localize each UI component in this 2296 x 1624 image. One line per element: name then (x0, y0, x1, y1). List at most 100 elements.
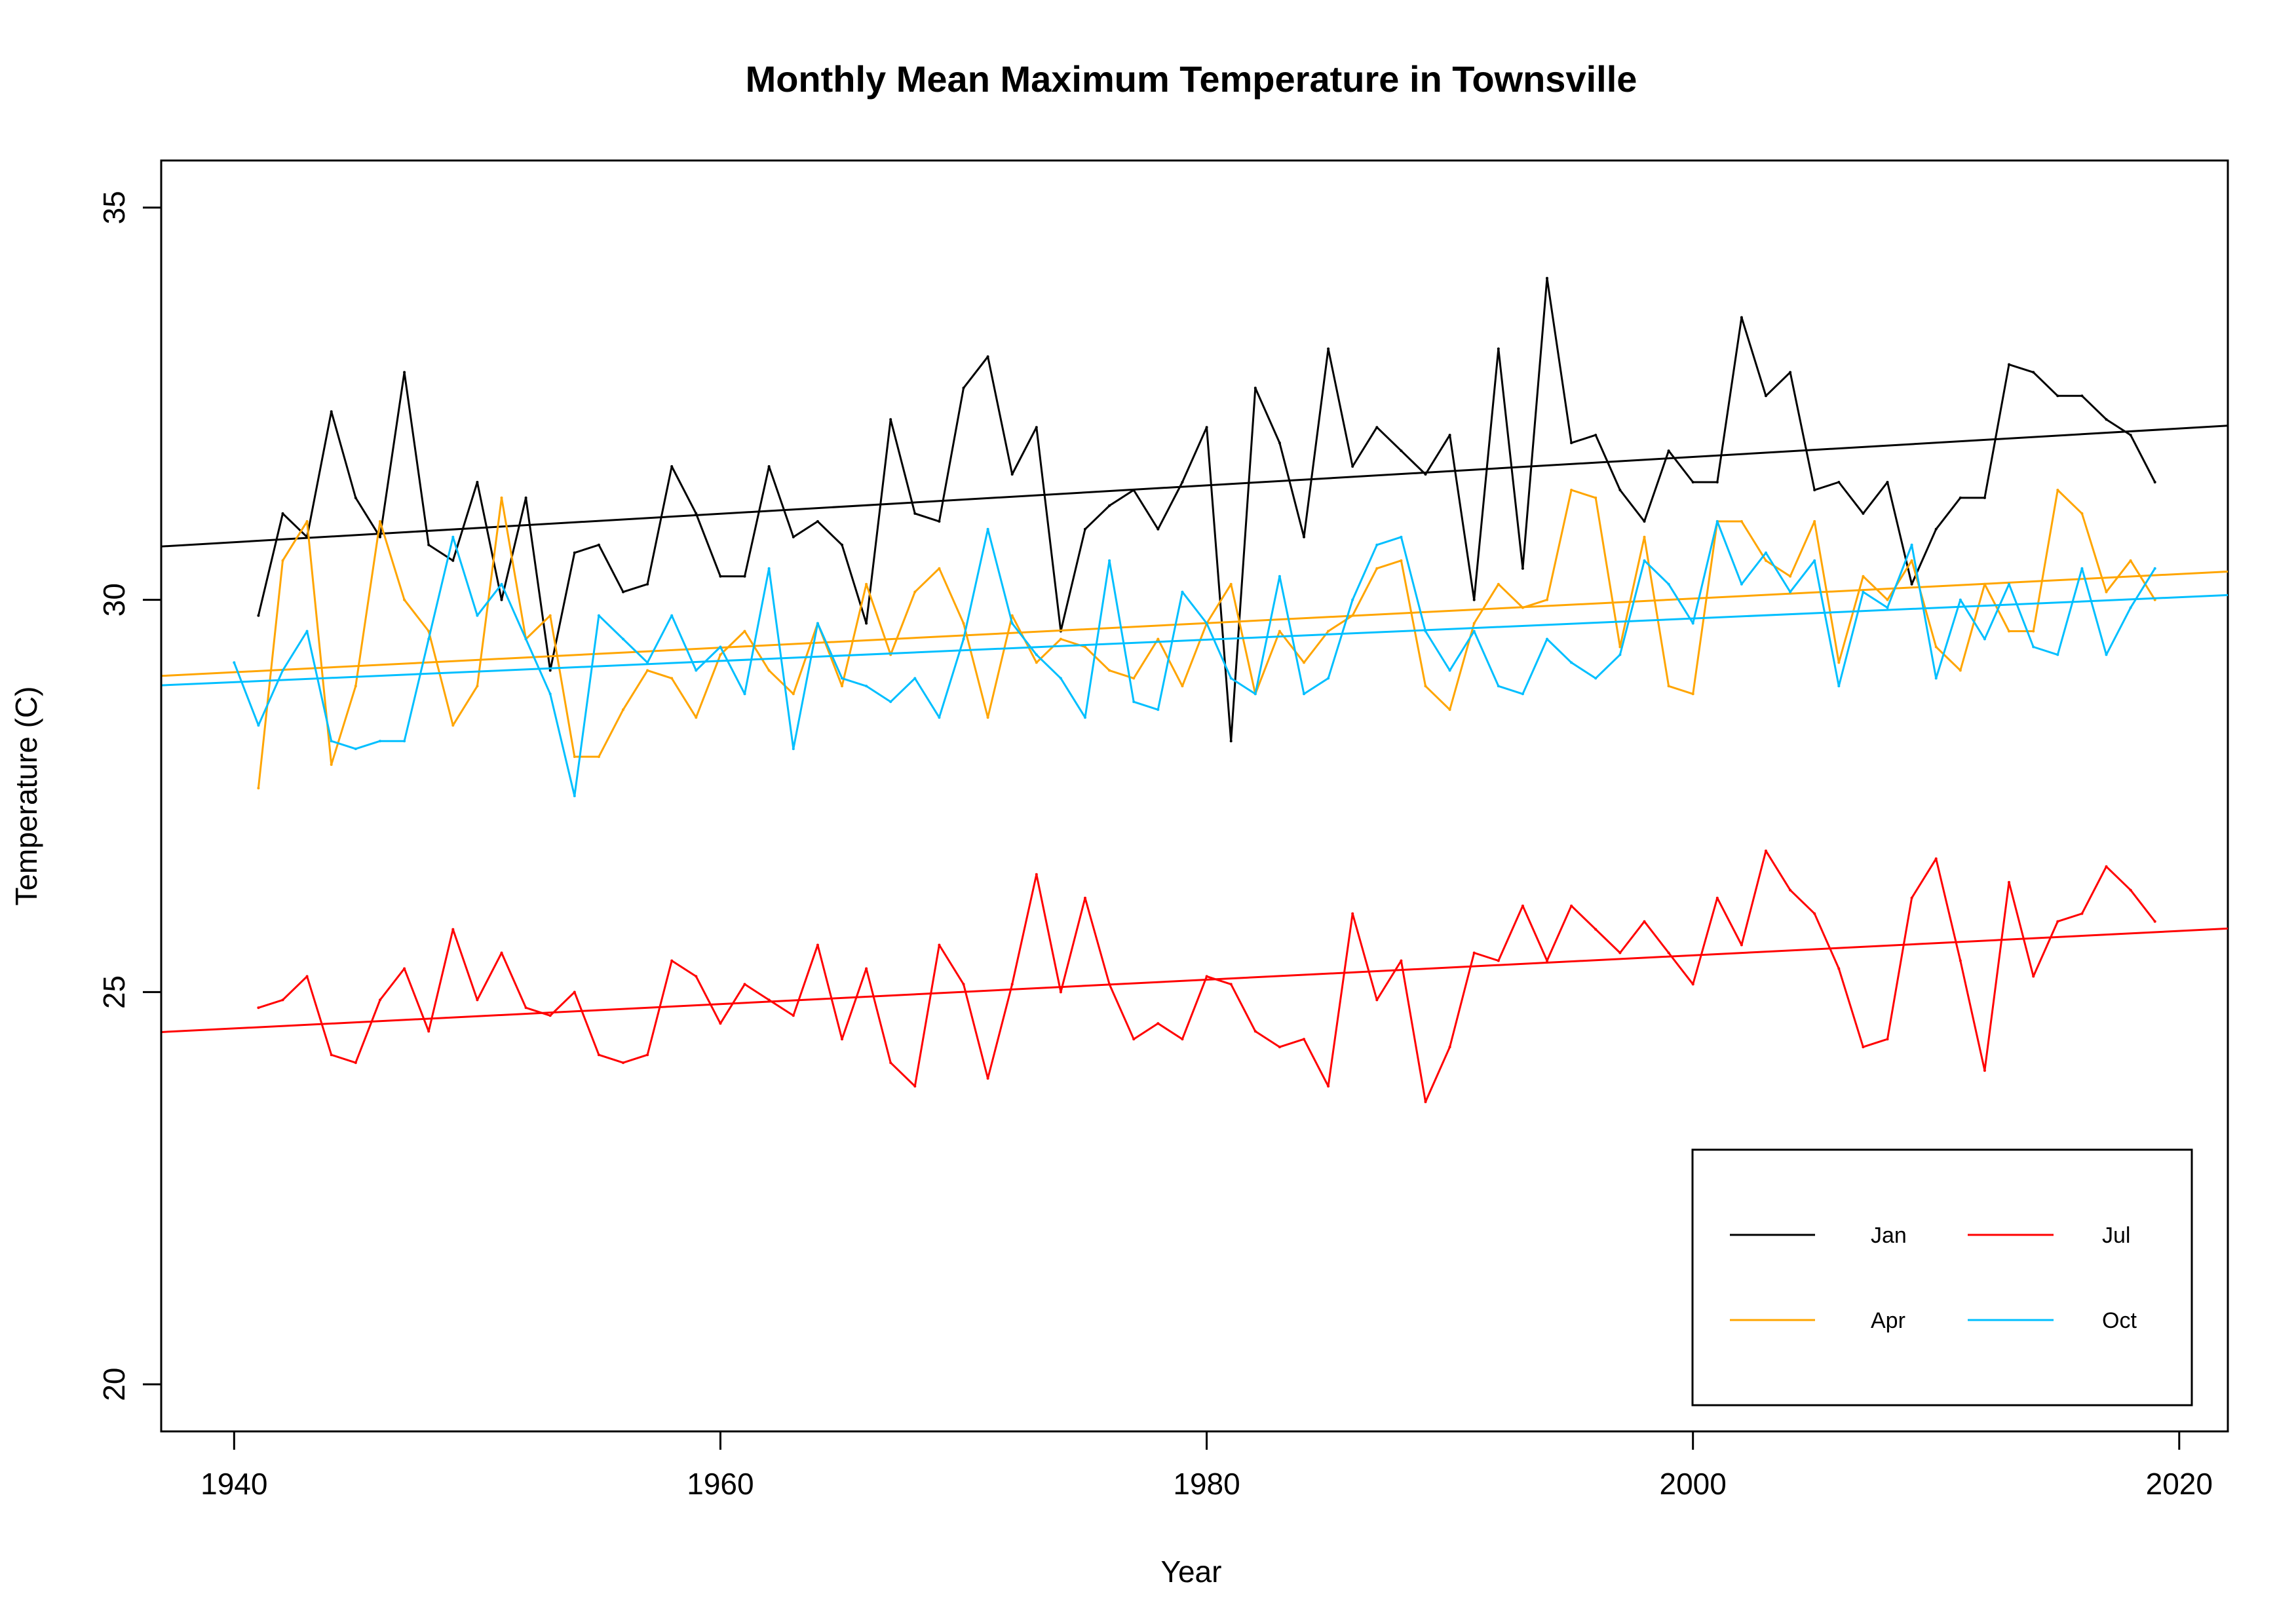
data-point-oct (1546, 637, 1548, 641)
data-point-jul (1059, 991, 1062, 994)
data-point-apr (305, 519, 309, 523)
data-point-jul (379, 998, 381, 1002)
data-point-jul (1375, 998, 1379, 1002)
data-point-jul (2080, 912, 2084, 915)
data-point-jul (622, 1061, 624, 1065)
data-point-jan (1546, 276, 1548, 280)
data-point-oct (913, 677, 917, 680)
data-point-apr (500, 496, 503, 499)
data-point-apr (548, 614, 552, 617)
x-axis: 1940 1960 1980 2000 2020 (201, 1430, 2213, 1501)
data-point-jul (2129, 888, 2132, 892)
data-point-jul (913, 1085, 917, 1088)
data-point-oct (865, 685, 868, 688)
data-point-apr (1181, 685, 1184, 688)
data-point-jul (1497, 959, 1500, 962)
data-point-jan (986, 355, 989, 358)
data-point-oct (379, 740, 381, 743)
data-point-jan (1715, 481, 1719, 483)
data-point-oct (281, 669, 284, 672)
data-point-jul (1327, 1085, 1330, 1088)
data-point-jan (1472, 598, 1476, 601)
data-point-oct (500, 582, 503, 586)
data-point-apr (622, 708, 624, 711)
data-point-jul (1010, 983, 1014, 986)
data-point-jul (427, 1030, 430, 1033)
x-axis-label: Year (1161, 1555, 1222, 1589)
legend-label-oct: Oct (2102, 1308, 2137, 1333)
data-point-jul (670, 959, 674, 962)
data-point-jul (1765, 849, 1767, 852)
data-point-jul (1667, 951, 1670, 954)
data-point-oct (2008, 582, 2010, 586)
data-point-apr (2080, 512, 2084, 515)
data-point-jul (1862, 1046, 1865, 1049)
data-point-oct (1472, 630, 1476, 633)
data-point-jul (500, 951, 503, 954)
data-point-apr (1497, 582, 1500, 586)
data-point-jul (2008, 880, 2010, 884)
data-point-oct (1327, 677, 1330, 680)
data-point-oct (2056, 653, 2059, 656)
data-point-jul (792, 1014, 795, 1017)
data-point-jan (403, 371, 406, 374)
data-point-jul (1594, 928, 1598, 931)
data-point-jul (938, 943, 941, 947)
data-point-apr (1667, 685, 1670, 688)
data-point-apr (1789, 575, 1792, 578)
data-point-jul (2056, 920, 2059, 923)
data-point-apr (841, 685, 843, 688)
data-point-jul (281, 998, 284, 1002)
data-point-apr (2105, 590, 2108, 594)
data-point-jul (1351, 912, 1354, 915)
data-point-jan (427, 543, 430, 546)
data-point-jul (1084, 896, 1086, 899)
data-point-jul (1740, 943, 1743, 947)
data-point-jul (1570, 904, 1573, 907)
data-point-oct (573, 795, 576, 797)
data-point-jan (1934, 527, 1938, 531)
y-axis: 20 25 30 35 (97, 191, 163, 1401)
data-point-apr (792, 692, 795, 696)
data-point-jul (573, 991, 576, 994)
data-point-jul (1205, 975, 1208, 978)
data-point-oct (1084, 716, 1086, 719)
data-point-jan (257, 614, 260, 617)
trend-line-jan (161, 425, 2229, 548)
y-tick-label-30: 30 (97, 583, 131, 616)
data-point-jul (1448, 1046, 1451, 1049)
data-point-jan (1570, 442, 1573, 445)
data-point-apr (1157, 637, 1160, 641)
data-point-oct (1303, 692, 1305, 696)
data-point-oct (233, 661, 236, 664)
data-point-apr (476, 685, 479, 688)
data-point-oct (330, 740, 333, 743)
data-point-jul (1886, 1038, 1889, 1041)
data-point-jul (1934, 857, 1938, 860)
data-point-apr (354, 685, 357, 688)
data-point-apr (1837, 661, 1841, 664)
data-point-apr (1594, 496, 1598, 499)
data-point-apr (670, 677, 674, 680)
data-point-apr (865, 582, 868, 586)
data-point-oct (1253, 692, 1257, 696)
data-point-jul (889, 1061, 892, 1065)
data-point-jul (1472, 951, 1476, 954)
data-point-oct (476, 614, 479, 617)
data-point-oct (962, 637, 965, 641)
data-point-oct (1862, 590, 1865, 594)
x-tick-label-1940: 1940 (201, 1467, 267, 1501)
data-point-jan (1108, 504, 1111, 507)
data-point-apr (1132, 677, 1136, 680)
data-point-apr (1400, 559, 1403, 562)
data-point-jan (1351, 465, 1354, 468)
data-point-apr (743, 630, 746, 633)
data-point-apr (1813, 519, 1816, 523)
data-point-oct (622, 637, 624, 641)
data-point-oct (1497, 685, 1500, 688)
data-point-oct (1108, 559, 1111, 562)
trend-line-apr (161, 571, 2229, 677)
data-point-jul (1643, 920, 1646, 923)
data-point-jul (354, 1061, 357, 1065)
